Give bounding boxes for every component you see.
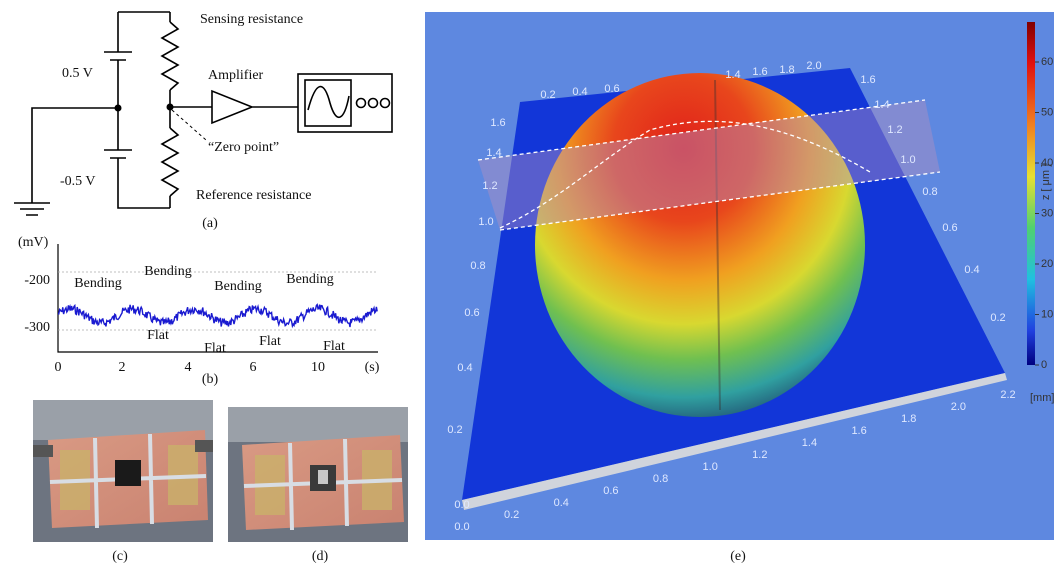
- bending-label: Bending: [144, 264, 191, 279]
- colorbar-tick-label: 50: [1041, 106, 1053, 118]
- top-axis-label: 1.6: [752, 66, 767, 78]
- flat-label: Flat: [204, 341, 226, 356]
- bottom-axis-label: 1.2: [752, 449, 767, 461]
- flat-label: Flat: [259, 334, 281, 349]
- y-tick-label: -200: [24, 273, 50, 288]
- right-axis-label: 0.2: [990, 312, 1005, 324]
- label: Amplifier: [208, 68, 264, 83]
- figure: Sensing resistance Amplifier 0.5 V “Zero…: [0, 0, 1054, 568]
- x-tick-label: 0: [55, 360, 62, 375]
- sensor: [115, 460, 141, 486]
- right-axis-label: 1.6: [860, 74, 875, 86]
- top-axis-label: 0.4: [572, 86, 587, 98]
- sine: [308, 87, 349, 118]
- bottom-axis-label: 2.0: [951, 401, 966, 413]
- bottom-axis-label: 1.8: [901, 413, 916, 425]
- reflection: [318, 470, 328, 484]
- photo-d: (d): [228, 407, 408, 564]
- label: Reference resistance: [196, 188, 311, 203]
- right-axis-label: 1.2: [887, 124, 902, 136]
- flat-label: Flat: [323, 339, 345, 354]
- right-axis-label: 1.4: [874, 99, 889, 111]
- knob: [357, 99, 366, 108]
- sensing-resistor: [162, 22, 178, 90]
- clip: [33, 445, 53, 457]
- amplifier-symbol: [170, 91, 298, 123]
- colorbar-tick-label: 30: [1041, 207, 1053, 219]
- x-tick-label: 2: [119, 360, 126, 375]
- top-axis-label: 2.0: [806, 60, 821, 72]
- left-axis-label: 1.0: [478, 216, 493, 228]
- label: Sensing resistance: [200, 12, 303, 27]
- bottom-axis-label: 1.6: [851, 425, 866, 437]
- bottom-axis-label: 0.4: [554, 497, 569, 509]
- bottom-axis-label: 0.0: [454, 521, 469, 533]
- caption: (e): [730, 549, 746, 564]
- x-unit: (s): [365, 360, 380, 375]
- left-axis-label: 0.0: [454, 499, 469, 511]
- surface-plot: z [ μm ] [mm] (e) 0.2 0.4 0.6 1.4 1.6 1.8 2.0 1…: [425, 12, 1054, 564]
- right-axis-label: 0.8: [922, 186, 937, 198]
- caption: (d): [312, 549, 329, 564]
- knob: [381, 99, 390, 108]
- knob: [369, 99, 378, 108]
- page: Figure { "panel_a": {"sensing_resistance…: [0, 0, 1054, 568]
- left-axis-label: 0.6: [464, 307, 479, 319]
- colorbar-tick-label: 40: [1041, 157, 1053, 169]
- caption: (c): [112, 549, 128, 564]
- left-axis-label: 0.8: [470, 260, 485, 272]
- label: 0.5 V: [62, 66, 93, 81]
- top-axis-label: 1.4: [725, 69, 740, 81]
- top-axis-label: 1.8: [779, 64, 794, 76]
- colorbar-tick-label: 10: [1041, 308, 1053, 320]
- axes: [58, 244, 378, 352]
- label: “Zero point”: [208, 140, 279, 155]
- circuit: Sensing resistance Amplifier 0.5 V “Zero…: [14, 12, 392, 231]
- left-axis-label: 0.2: [447, 424, 462, 436]
- bending-label: Bending: [214, 279, 261, 294]
- ground: [14, 108, 118, 215]
- right-axis-label: 1.0: [900, 154, 915, 166]
- bottom-axis-label: 0.6: [603, 485, 618, 497]
- wires: [118, 12, 170, 208]
- left-axis-label: 1.4: [486, 147, 501, 159]
- clip: [195, 440, 213, 452]
- left-axis-label: 0.4: [457, 362, 472, 374]
- right-axis-label: 0.6: [942, 222, 957, 234]
- top-axis-label: 0.6: [604, 83, 619, 95]
- bottom-axis-label: 2.2: [1000, 389, 1015, 401]
- flat-label: Flat: [147, 328, 169, 343]
- left-axis-label: 1.2: [482, 180, 497, 192]
- bending-label: Bending: [74, 276, 121, 291]
- colorbar-tick-label: 0: [1041, 359, 1047, 371]
- x-tick-label: 6: [250, 360, 257, 375]
- colorbar: [1027, 22, 1035, 365]
- caption: (b): [202, 372, 219, 387]
- bottom-axis-label: 0.2: [504, 509, 519, 521]
- y-tick-label: -300: [24, 320, 50, 335]
- left-axis-label: 1.6: [490, 117, 505, 129]
- unit: [mm]: [1030, 392, 1054, 404]
- reference-resistor: [162, 128, 178, 196]
- body: Sensing resistance Amplifier 0.5 V “Zero…: [0, 0, 1054, 568]
- waveform-panel: (mV) (s) (b) -200 -300 0 2 4 6 10 Bending Bendin…: [18, 235, 380, 387]
- colorbar-tick-label: 60: [1041, 56, 1053, 68]
- bottom-axis-label: 0.8: [653, 473, 668, 485]
- photo-c: (c): [33, 400, 213, 564]
- bottom-axis-label: 1.0: [703, 461, 718, 473]
- caption: (a): [202, 216, 218, 231]
- bending-label: Bending: [286, 272, 333, 287]
- top-axis-label: 0.2: [540, 89, 555, 101]
- screen: [305, 80, 351, 126]
- x-tick-label: 4: [185, 360, 192, 375]
- label: -0.5 V: [60, 174, 96, 189]
- node: [115, 105, 122, 112]
- colorbar-label: z [ μm ]: [1040, 164, 1052, 200]
- right-axis-label: 0.4: [964, 264, 979, 276]
- colorbar-tick-label: 20: [1041, 258, 1053, 270]
- x-tick-label: 10: [311, 360, 325, 375]
- y-unit: (mV): [18, 235, 49, 250]
- waveform: [58, 305, 377, 327]
- bottom-axis-label: 1.4: [802, 437, 817, 449]
